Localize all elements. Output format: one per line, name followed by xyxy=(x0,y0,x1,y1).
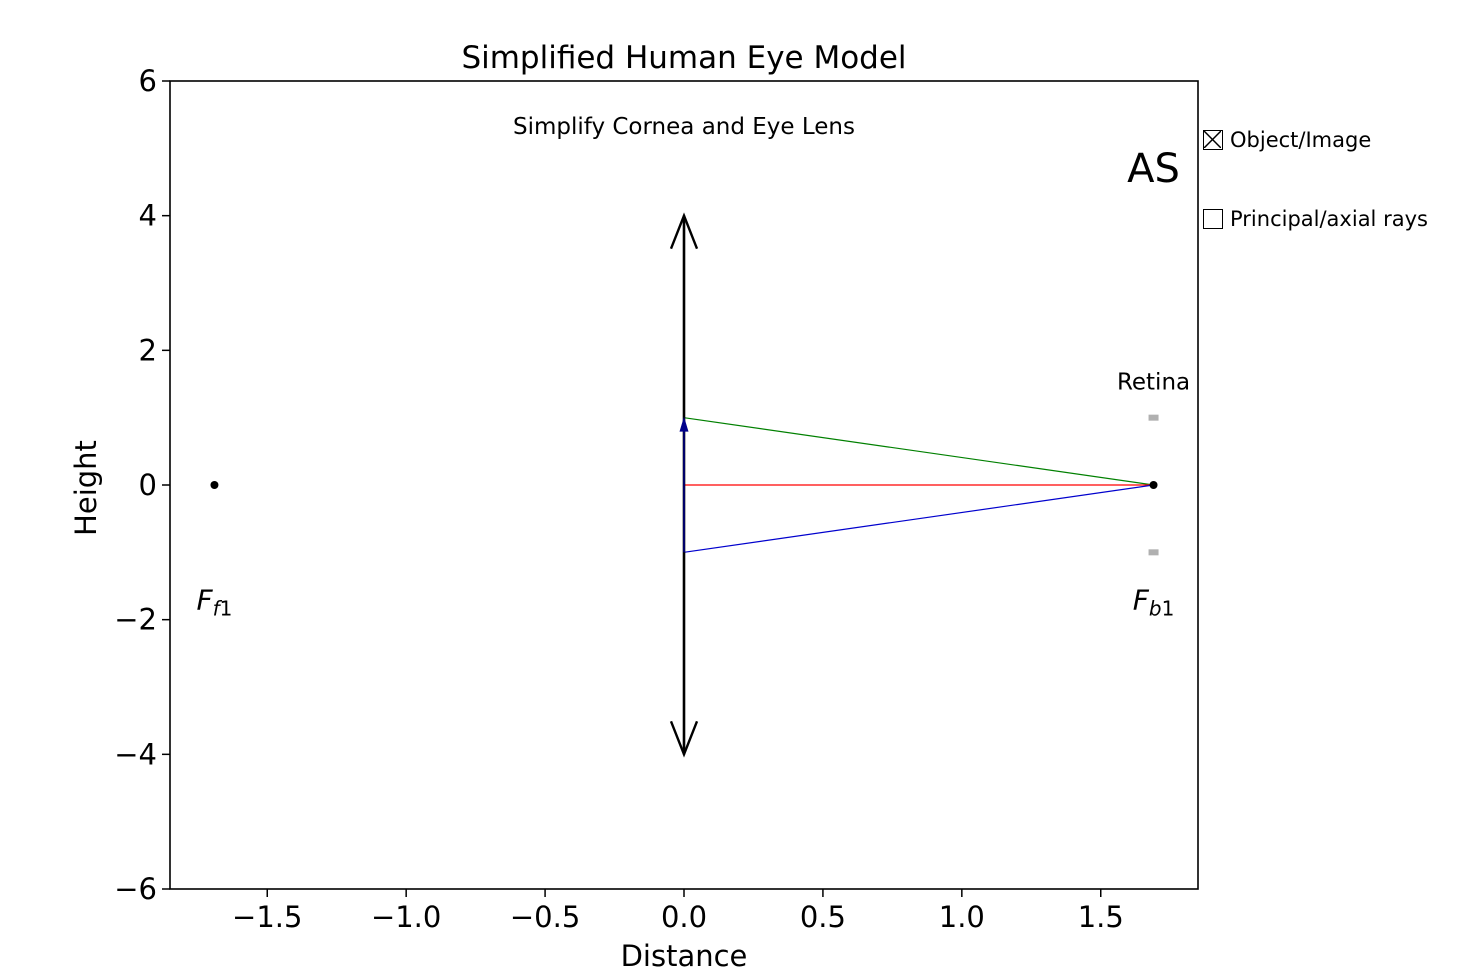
x-axis-ticks: −1.5 −1.0 −0.5 0.0 0.5 1.0 1.5 xyxy=(232,889,1124,934)
object-image-checkbox[interactable]: Object/Image xyxy=(1203,128,1371,152)
x-tick-label-6: 1.5 xyxy=(1078,900,1124,934)
y-tick-label-6: 6 xyxy=(139,64,157,98)
y-axis-ticks: −6 −4 −2 0 2 4 6 xyxy=(114,64,170,906)
lens-arrowhead-top xyxy=(669,212,699,250)
chart-title: Simplified Human Eye Model xyxy=(461,40,906,76)
x-tick-label-1: −1.0 xyxy=(371,900,441,934)
principal-axial-rays-checkbox[interactable]: Principal/axial rays xyxy=(1203,207,1428,231)
plot-area: Ff1 Fb1 Retina AS xyxy=(197,146,1190,758)
x-tick-label-0: −1.5 xyxy=(232,900,302,934)
x-axis-label: Distance xyxy=(621,939,748,973)
chart-subtitle: Simplify Cornea and Eye Lens xyxy=(513,114,855,140)
object-arrow-head xyxy=(679,416,689,432)
focal-point-0 xyxy=(210,481,219,489)
y-tick-label-4: 2 xyxy=(139,333,157,367)
y-tick-label-3: 0 xyxy=(139,468,157,502)
principal-axial-rays-checkbox-box[interactable] xyxy=(1203,209,1223,229)
x-tick-label-2: −0.5 xyxy=(510,900,580,934)
checkbox-cross-icon xyxy=(1204,131,1221,148)
focal-point-label-1: Fb1 xyxy=(1133,584,1175,621)
y-tick-label-5: 4 xyxy=(139,199,157,233)
object-image-checkbox-box[interactable] xyxy=(1203,130,1223,150)
y-tick-label-2: −2 xyxy=(114,603,157,637)
focal-point-1 xyxy=(1149,481,1158,489)
retina-mark-1 xyxy=(1148,549,1159,556)
retina-label: Retina xyxy=(1117,369,1190,395)
as-label: AS xyxy=(1127,146,1180,192)
x-tick-label-3: 0.0 xyxy=(661,900,707,934)
principal-axial-rays-label: Principal/axial rays xyxy=(1230,207,1428,231)
lens-arrowhead-bottom xyxy=(669,720,699,758)
y-tick-label-0: −6 xyxy=(114,872,157,906)
object-image-label: Object/Image xyxy=(1230,128,1372,152)
retina-mark-0 xyxy=(1148,414,1159,421)
x-tick-label-5: 1.0 xyxy=(939,900,985,934)
ray-2 xyxy=(683,484,1154,553)
x-tick-label-4: 0.5 xyxy=(800,900,846,934)
y-axis-label: Height xyxy=(69,440,103,536)
y-tick-label-1: −4 xyxy=(114,737,157,771)
ray-0 xyxy=(683,417,1154,486)
focal-point-label-0: Ff1 xyxy=(197,584,233,621)
